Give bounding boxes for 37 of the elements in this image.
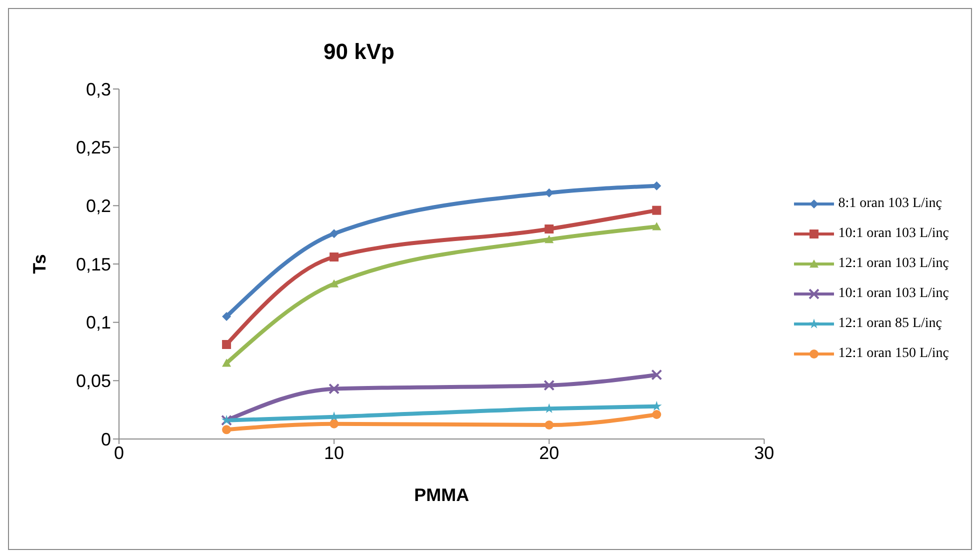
point <box>652 206 662 215</box>
y-tick-label: 0,25 <box>76 138 111 158</box>
y-tick-label: 0,1 <box>86 312 111 333</box>
x-tick-label: 20 <box>539 442 560 463</box>
point <box>652 222 662 230</box>
point <box>328 383 340 394</box>
legend-label: 12:1 oran 85 L/inç <box>838 315 942 333</box>
point <box>544 235 554 244</box>
y-axis-title: Ts <box>29 254 50 274</box>
legend-label: 10:1 oran 103 L/inç <box>838 225 949 243</box>
legend-label: 12:1 oran 103 L/inç <box>838 255 949 273</box>
point <box>330 419 339 428</box>
legend-label: 10:1 oran 103 L/inç <box>838 285 949 303</box>
y-tick-label: 0,05 <box>76 371 111 392</box>
legend-label: 8:1 oran 103 L/inç <box>838 195 942 213</box>
point <box>330 229 339 238</box>
point <box>544 420 554 430</box>
legend-label: 12:1 oran 150 L/inç <box>838 345 949 363</box>
chart-title: 90 kVp <box>322 39 396 65</box>
x-tick-label: 30 <box>754 442 774 463</box>
x-tick-label: 10 <box>324 442 344 463</box>
point <box>222 358 232 367</box>
point <box>652 410 662 419</box>
point <box>222 340 232 349</box>
y-tick-label: 0,2 <box>86 196 111 216</box>
point <box>651 369 662 380</box>
point <box>222 312 232 321</box>
point <box>330 252 339 262</box>
point <box>330 279 339 288</box>
x-axis-title: PMMA <box>414 485 470 505</box>
point <box>222 425 232 434</box>
point <box>544 224 554 234</box>
x-tick-label: 0 <box>114 442 124 463</box>
y-tick-label: 0 <box>100 429 111 450</box>
y-tick-label: 0,15 <box>76 254 111 274</box>
point <box>544 380 555 391</box>
y-tick-label: 0,3 <box>86 79 111 100</box>
